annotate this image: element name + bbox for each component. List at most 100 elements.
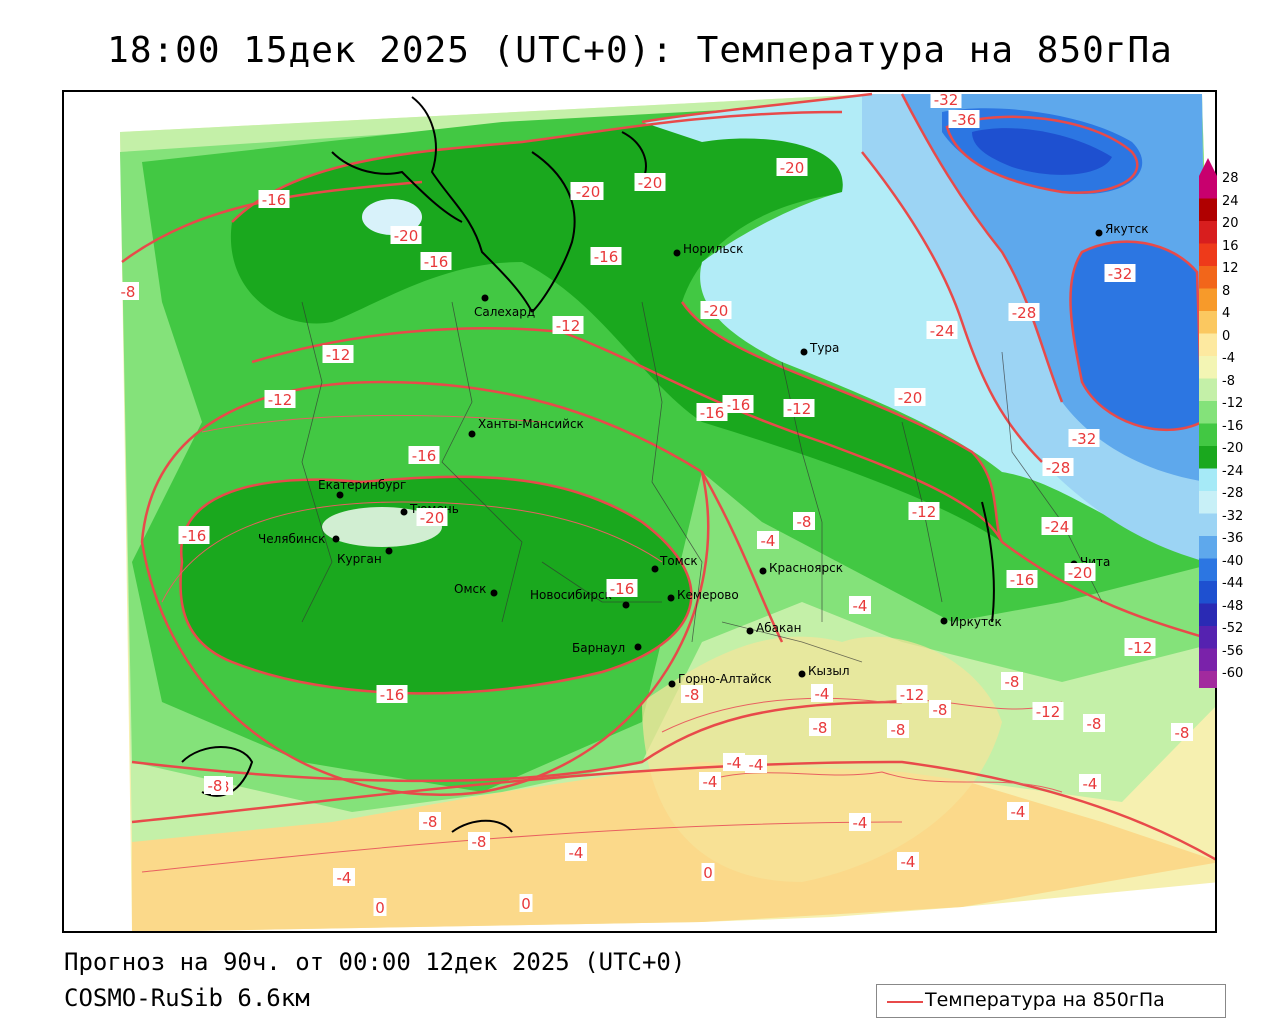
city-label-irkutsk: Иркутск — [950, 615, 1002, 629]
colorbar-tick-label: -36 — [1222, 531, 1244, 546]
isotherm-label-bg — [783, 399, 815, 417]
isotherm-label: -32 — [1072, 430, 1097, 448]
legend-label: Температура на 850гПа — [925, 989, 1165, 1011]
legend-line-swatch — [887, 1001, 923, 1003]
isotherm-label-bg — [1064, 563, 1096, 581]
isotherm-label: -8 — [472, 833, 487, 851]
isotherm-label: -16 — [610, 580, 635, 598]
isotherm-label: -8 — [121, 283, 136, 301]
city-dot-gorno-altaysk — [668, 680, 676, 688]
city-dot-kyzyl — [798, 670, 806, 678]
isotherm-label: -24 — [1045, 518, 1070, 536]
colorbar-swatch — [1199, 581, 1217, 604]
colorbar-tick-label: -8 — [1222, 373, 1235, 389]
isotherm-label-bg — [1001, 672, 1023, 690]
isotherm-label: -16 — [726, 396, 751, 414]
isotherm-label: -20 — [780, 159, 805, 177]
isotherm-label: -20 — [420, 509, 445, 527]
isotherm-label: -24 — [930, 322, 955, 340]
isotherm-label: -16 — [424, 253, 449, 271]
colorbar-tick-label: -60 — [1222, 666, 1244, 681]
isotherm-label-bg — [1171, 723, 1193, 741]
isotherm-label: -4 — [727, 754, 742, 772]
city-dot-barnaul — [634, 643, 642, 651]
colorbar-swatch — [1199, 198, 1217, 222]
temperature-map[interactable]: Якутск Норильск Тура Салехард Ханты-Манс… — [62, 90, 1217, 933]
isotherm-label-bg — [809, 718, 831, 736]
isotherm-label-bg — [811, 684, 833, 702]
isotherm-label-bg — [908, 502, 940, 520]
isotherm-label-bg — [930, 92, 962, 108]
city-dot-kemerovo — [667, 594, 675, 602]
colorbar-tick-label: -12 — [1222, 396, 1244, 411]
isotherm-label: -12 — [556, 317, 581, 335]
colorbar-swatch — [1199, 221, 1217, 244]
city-dot-krasnoyarsk — [759, 567, 767, 575]
city-dot-abakan — [746, 627, 754, 635]
isotherm-label-bg — [897, 852, 919, 870]
isotherm-label: -16 — [700, 404, 725, 422]
isotherm-lines — [121, 92, 1215, 861]
city-label-khanty: Ханты-Мансийск — [478, 417, 584, 431]
colorbar-tick-label: -40 — [1222, 553, 1244, 569]
isotherm-label: -8 — [423, 813, 438, 831]
colorbar-swatch — [1199, 671, 1217, 688]
colorbar-swatch — [1199, 333, 1217, 357]
isotherm-label-bg — [1032, 702, 1064, 720]
isotherm-label: -8 — [813, 719, 828, 737]
isotherm-label-bg — [1041, 517, 1073, 535]
city-label-abakan: Абакан — [756, 621, 801, 635]
isotherm-label: -16 — [182, 527, 207, 545]
isotherm-label: -4 — [703, 773, 718, 791]
isotherm-label: -12 — [1128, 639, 1153, 657]
isotherm-label-bg — [1124, 638, 1156, 656]
isotherm-label-bg — [1042, 458, 1074, 476]
isotherm-label: -12 — [787, 400, 812, 418]
colorbar-swatch — [1199, 243, 1217, 267]
isotherm-label: -4 — [749, 756, 764, 774]
city-dot-tyumen — [400, 508, 408, 516]
colorbar-tick-label: -32 — [1222, 508, 1244, 524]
coastlines — [181, 96, 995, 833]
colorbar-swatch — [1199, 288, 1217, 312]
isotherm-label: -4 — [853, 597, 868, 615]
isotherm-label: -16 — [1010, 571, 1035, 589]
isotherm-label: -8 — [1005, 673, 1020, 691]
forecast-info: Прогноз на 90ч. от 00:00 12дек 2025 (UTC… — [64, 948, 686, 976]
isotherm-label: -16 — [594, 248, 619, 266]
colorbar-tick-label: -56 — [1222, 643, 1244, 659]
isotherm-label: -8 — [933, 701, 948, 719]
zone-dark-green-north — [230, 112, 1002, 542]
map-canvas: Якутск Норильск Тура Салехард Ханты-Манс… — [117, 92, 1215, 931]
isotherm-label-bg — [258, 190, 290, 208]
isotherm-label: -32 — [1108, 265, 1133, 283]
isotherm-label-bg — [572, 182, 604, 200]
colorbar-tick-label: 24 — [1222, 193, 1239, 209]
city-dot-novosibirsk — [622, 601, 630, 609]
map-title: 18:00 15дек 2025 (UTC+0): Температура на… — [107, 30, 1173, 71]
colorbar-tick-label: -44 — [1222, 576, 1244, 591]
isotherm-label-bg — [701, 863, 715, 881]
colorbar-tick-label: -16 — [1222, 418, 1244, 434]
isotherm-label-bg — [590, 247, 622, 265]
city-label-kurgan: Курган — [337, 552, 382, 566]
colorbar-swatch — [1199, 626, 1217, 649]
isotherm-label-bg — [849, 596, 871, 614]
isotherm-label-bg — [376, 685, 408, 703]
isotherm-label-bg — [681, 685, 703, 703]
colorbar-tick-label: 20 — [1222, 216, 1239, 231]
city-dot-ekaterinburg — [336, 491, 344, 499]
isotherm-label: -8 — [208, 777, 223, 795]
isotherm-label: 0 — [375, 899, 385, 917]
isotherm-label-bg — [896, 685, 928, 703]
city-dot-salekhard — [481, 294, 489, 302]
isotherm-label: -12 — [912, 503, 937, 521]
isotherm-label: -16 — [412, 447, 437, 465]
colorbar-tick-label: 28 — [1222, 171, 1239, 186]
city-label-salekhard: Салехард — [474, 305, 535, 319]
city-label-novosibirsk: Новосибирск — [530, 588, 612, 602]
isotherm-label: -28 — [1012, 304, 1037, 322]
colorbar-tick-label: -4 — [1222, 351, 1235, 366]
isotherm-label-bg — [178, 526, 210, 544]
city-label-gorno-altaysk: Горно-Алтайск — [678, 672, 772, 686]
